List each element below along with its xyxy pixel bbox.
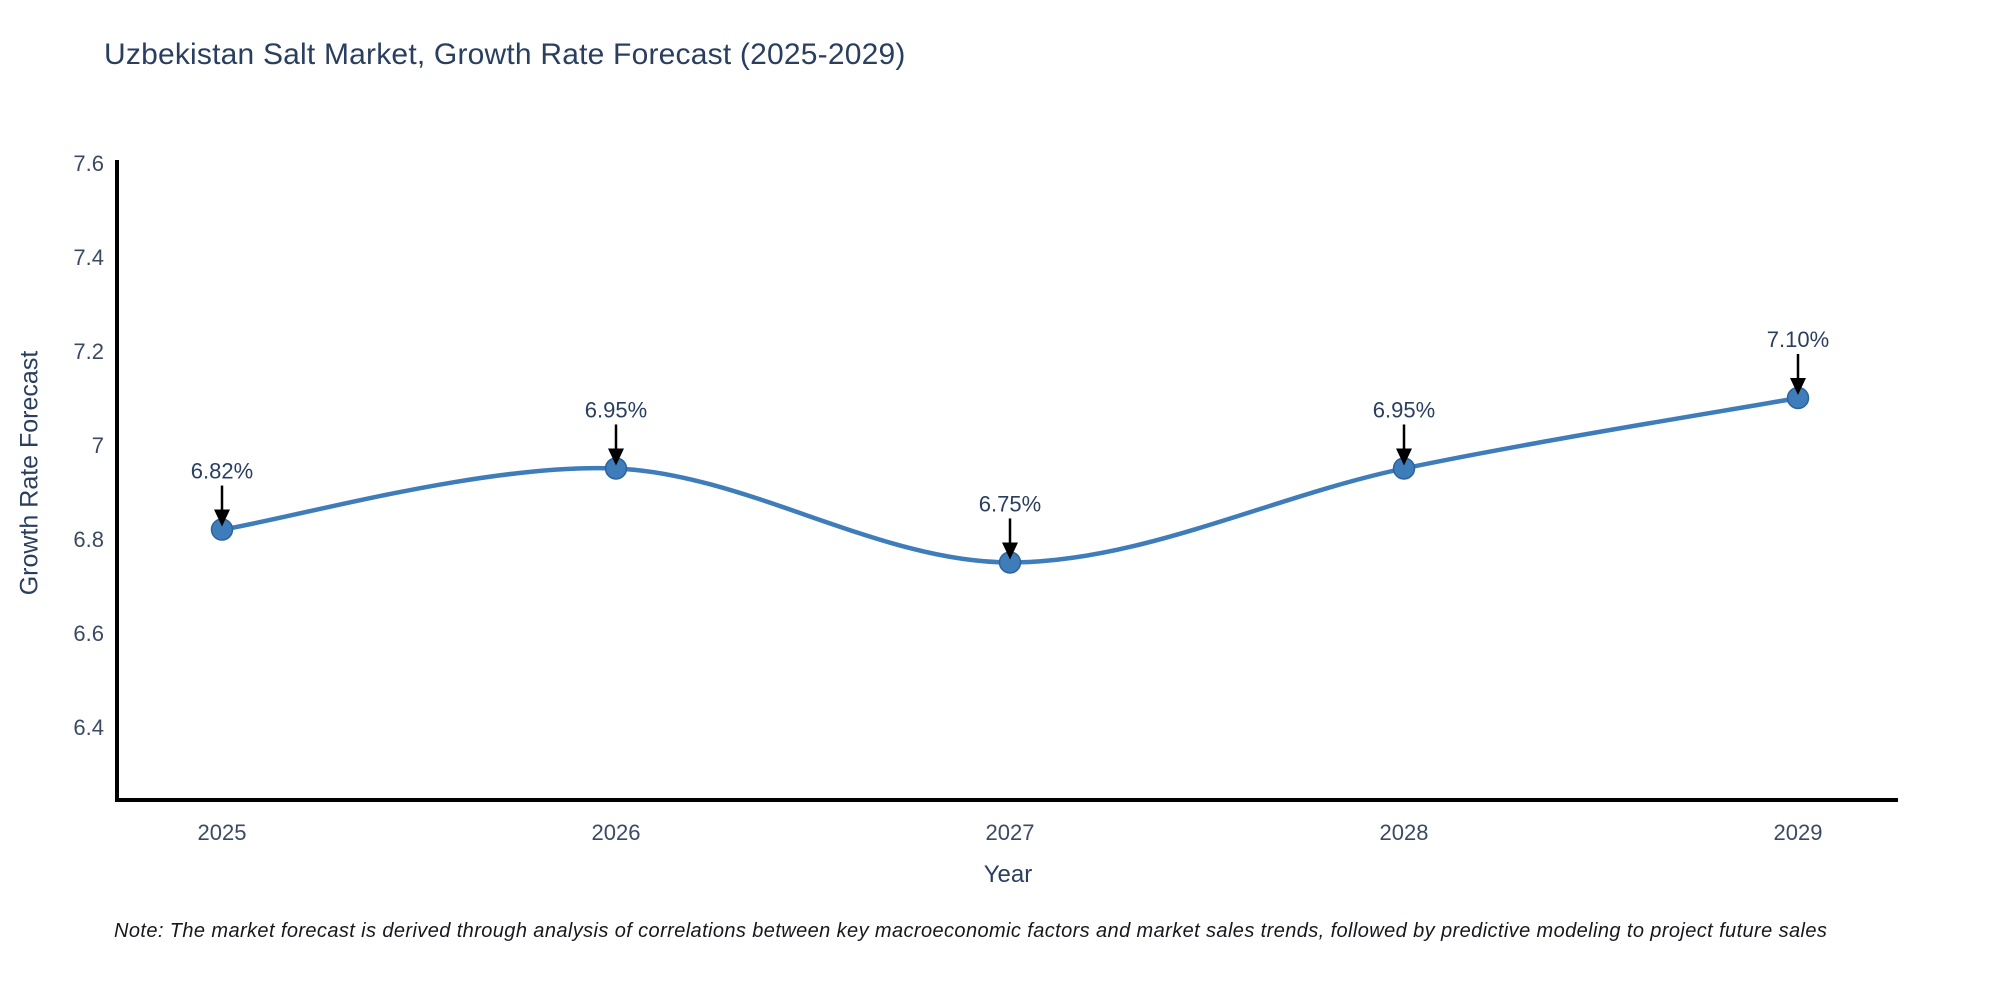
data-point-label: 6.95% [585,397,647,422]
annotation-arrowhead [214,509,230,527]
data-point-label: 6.95% [1373,397,1435,422]
x-tick-label: 2025 [198,820,247,845]
chart-title: Uzbekistan Salt Market, Growth Rate Fore… [104,38,906,71]
y-tick-label: 6.4 [73,715,104,740]
x-tick-label: 2029 [1774,820,1823,845]
x-axis-title: Year [983,861,1033,888]
footnote: Note: The market forecast is derived thr… [114,920,1828,942]
data-point-label: 6.75% [979,491,1041,516]
y-tick-label: 7.6 [73,151,104,176]
annotation-arrowhead [1790,377,1806,395]
data-point-label: 7.10% [1767,327,1829,352]
y-tick-label: 6.8 [73,527,104,552]
y-tick-label: 7.4 [73,245,104,270]
y-tick-label: 7 [92,433,104,458]
y-tick-label: 7.2 [73,339,104,364]
annotation-arrowhead [608,448,624,466]
data-point-label: 6.82% [191,459,253,484]
annotation-arrowhead [1396,448,1412,466]
x-tick-label: 2026 [592,820,641,845]
y-axis-title: Growth Rate Forecast [15,350,44,596]
x-tick-label: 2028 [1380,820,1429,845]
annotation-arrowhead [1002,542,1018,560]
y-tick-label: 6.6 [73,621,104,646]
x-tick-label: 2027 [986,820,1035,845]
